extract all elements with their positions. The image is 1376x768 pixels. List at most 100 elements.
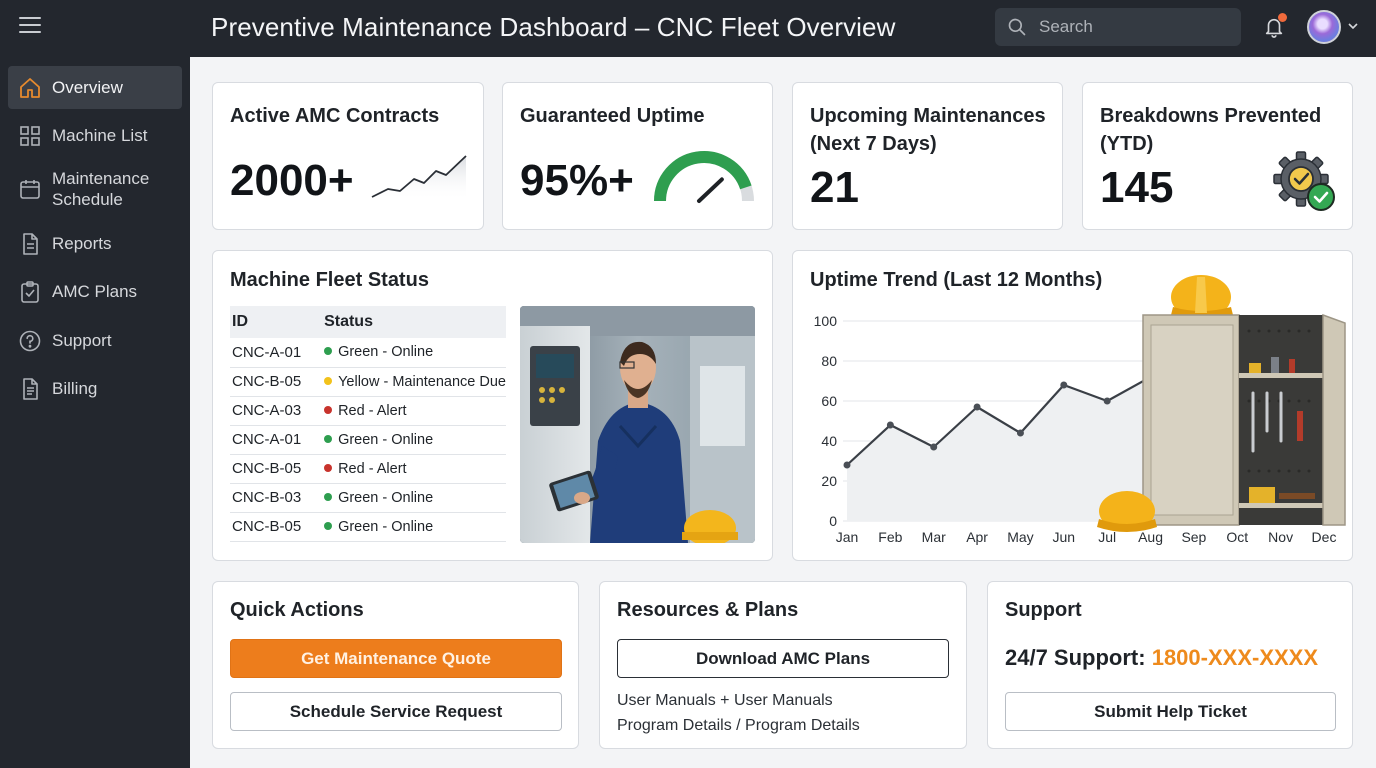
search-box[interactable] — [995, 8, 1241, 46]
table-row[interactable]: CNC-B-03 Green - Online — [230, 483, 506, 513]
status-dot — [324, 347, 333, 356]
sidebar-item-overview[interactable]: Overview — [8, 66, 182, 109]
x-tick-label: Sep — [1181, 529, 1206, 545]
sidebar-item-reports[interactable]: Reports — [8, 222, 182, 265]
schedule-service-button[interactable]: Schedule Service Request — [230, 692, 562, 731]
column-header-id: ID — [232, 313, 248, 330]
search-input[interactable] — [1039, 17, 1219, 37]
search-icon — [1008, 18, 1026, 36]
table-row[interactable]: CNC-B-05 Yellow - Maintenance Due — [230, 367, 506, 397]
uptime-trend-card: Uptime Trend (Last 12 Months) 0 20 40 60 80 1… — [792, 250, 1353, 561]
sidebar-item-label: Reports — [52, 234, 112, 253]
sidebar-item-label: Support — [52, 331, 112, 350]
sidebar-item-maintenance-schedule[interactable]: Maintenance Schedule — [8, 165, 182, 213]
kpi-value: 145 — [1100, 163, 1174, 212]
status-cell: Green - Online — [322, 338, 506, 368]
status-cell: Green - Online — [322, 425, 506, 455]
y-tick-label: 40 — [821, 433, 837, 449]
menu-icon[interactable] — [19, 17, 41, 35]
table-row[interactable]: CNC-A-03 Red - Alert — [230, 396, 506, 426]
chart-title: Uptime Trend (Last 12 Months) — [810, 269, 1103, 291]
notification-badge — [1278, 13, 1287, 22]
data-point — [843, 461, 851, 469]
top-bar: Preventive Maintenance Dashboard – CNC F… — [190, 0, 1376, 57]
status-dot — [324, 521, 333, 530]
x-tick-label: Apr — [966, 529, 988, 545]
sidebar-item-label: Maintenance Schedule — [52, 169, 150, 209]
status-cell: Red - Alert — [322, 396, 506, 426]
column-header-status: Status — [324, 313, 373, 330]
fleet-status-card: Machine Fleet Status ID Status CNC-A-01 G… — [212, 250, 773, 561]
sparkline-icon — [371, 155, 467, 201]
download-plans-button[interactable]: Download AMC Plans — [617, 639, 949, 678]
status-dot — [324, 376, 333, 385]
status-cell: Green - Online — [322, 512, 506, 542]
sidebar-item-label: Billing — [52, 379, 98, 398]
uptime-line-chart: 0 20 40 60 80 100 Jan Feb Mar Apr May Jun Jul Aug Sep O… — [814, 313, 1337, 545]
x-tick-label: Jul — [1098, 529, 1116, 545]
kpi-card-upcoming: Upcoming Maintenances (Next 7 Days) 21 — [792, 82, 1063, 230]
submit-ticket-button[interactable]: Submit Help Ticket — [1005, 692, 1336, 731]
fleet-table: ID Status CNC-A-01 Green - Online CNC-B-05… — [230, 306, 506, 542]
kpi-card-contracts: Active AMC Contracts 2000+ — [212, 82, 484, 230]
chevron-down-icon[interactable] — [1347, 20, 1359, 32]
calendar-icon — [18, 177, 42, 201]
support-phone[interactable]: 1800-XXX-XXXX — [1151, 645, 1319, 670]
table-row[interactable]: CNC-B-05 Red - Alert — [230, 454, 506, 484]
machine-id-cell: CNC-A-03 — [230, 396, 323, 426]
machine-id-cell: CNC-A-01 — [230, 425, 323, 455]
data-point — [1016, 429, 1024, 437]
sidebar-item-machine-list[interactable]: Machine List — [8, 114, 182, 157]
table-row[interactable]: CNC-B-05 Green - Online — [230, 512, 506, 542]
kpi-value: 2000+ — [230, 156, 354, 205]
document-icon — [18, 232, 42, 256]
kpi-value: 21 — [810, 163, 859, 212]
status-text: Green - Online — [338, 518, 434, 535]
x-tick-label: Dec — [1312, 529, 1337, 545]
machine-id-cell: CNC-B-05 — [230, 367, 323, 397]
y-tick-label: 20 — [821, 473, 837, 489]
x-tick-label: Nov — [1268, 529, 1293, 545]
table-header-row: ID Status — [230, 306, 506, 338]
status-dot — [324, 463, 333, 472]
card-title: Support — [1005, 599, 1082, 621]
gauge-needle — [697, 177, 724, 203]
card-title: Quick Actions — [230, 599, 364, 621]
x-tick-label: Feb — [878, 529, 902, 545]
card-title: Resources & Plans — [617, 599, 799, 621]
tool-cabinet-illustration — [1097, 275, 1346, 532]
sidebar-item-amc-plans[interactable]: AMC Plans — [8, 270, 182, 313]
table-row[interactable]: CNC-A-01 Green - Online — [230, 425, 506, 455]
sidebar-item-billing[interactable]: Billing — [8, 367, 182, 410]
machine-id-cell: CNC-B-03 — [230, 483, 323, 513]
bell-icon[interactable] — [1263, 15, 1285, 39]
grid-icon — [18, 124, 42, 148]
y-tick-label: 60 — [821, 393, 837, 409]
status-text: Green - Online — [338, 489, 434, 506]
data-point — [886, 421, 894, 429]
status-cell: Red - Alert — [322, 454, 506, 484]
sidebar-item-label: AMC Plans — [52, 282, 138, 301]
resources-card: Resources & Plans Download AMC Plans Use… — [599, 581, 967, 749]
page-title: Preventive Maintenance Dashboard – CNC F… — [211, 12, 896, 42]
user-manuals-link[interactable]: User Manuals + User Manuals — [617, 692, 833, 709]
table-row[interactable]: CNC-A-01 Green - Online — [230, 338, 506, 368]
gear-check-icon — [1273, 151, 1335, 211]
x-tick-label: Jun — [1053, 529, 1076, 545]
x-tick-label: Mar — [922, 529, 946, 545]
status-cell: Yellow - Maintenance Due — [322, 367, 506, 397]
avatar[interactable] — [1307, 10, 1341, 44]
sidebar-item-support[interactable]: Support — [8, 319, 182, 362]
x-tick-label: Aug — [1138, 529, 1163, 545]
clipboard-check-icon — [18, 280, 42, 304]
help-circle-icon — [18, 329, 42, 353]
technician-photo — [520, 306, 755, 543]
machine-id-cell: CNC-A-01 — [230, 338, 323, 368]
machine-id-cell: CNC-B-05 — [230, 512, 323, 542]
get-quote-button[interactable]: Get Maintenance Quote — [230, 639, 562, 678]
kpi-title: Active AMC Contracts — [230, 105, 440, 127]
program-details-link[interactable]: Program Details / Program Details — [617, 717, 860, 734]
kpi-card-uptime: Guaranteed Uptime 95%+ — [502, 82, 773, 230]
uptime-gauge — [654, 151, 754, 203]
kpi-title: Upcoming Maintenances (Next 7 Days) — [810, 105, 1046, 155]
